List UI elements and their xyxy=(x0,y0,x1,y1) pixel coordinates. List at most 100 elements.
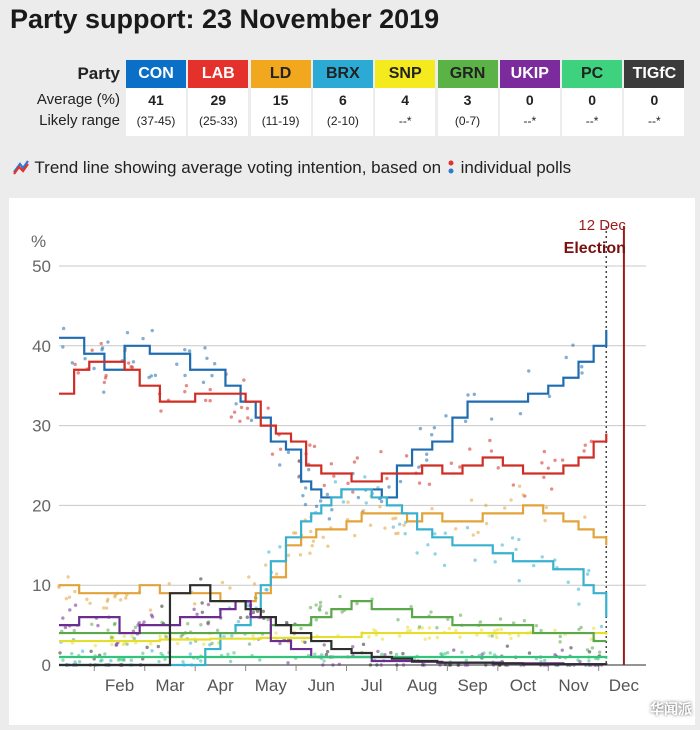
poll-dot-con xyxy=(286,450,291,455)
poll-dot-brx xyxy=(465,525,470,530)
poll-dot-grn xyxy=(247,642,252,646)
poll-dot-con xyxy=(187,349,192,353)
poll-dot-pc xyxy=(141,651,145,656)
poll-dot-brx xyxy=(73,660,77,664)
poll-dot-lab xyxy=(208,399,212,403)
poll-dot-brx xyxy=(188,641,193,645)
poll-dot-brx xyxy=(415,551,419,555)
row-label-range: Likely range xyxy=(39,112,120,129)
poll-dot-lab xyxy=(496,466,500,470)
poll-dot-ukip xyxy=(142,620,146,624)
poll-dot-ukip xyxy=(383,652,387,657)
x-tick-label: Jun xyxy=(308,676,335,695)
poll-dot-grn xyxy=(458,613,463,617)
poll-dot-brx xyxy=(500,543,504,547)
poll-dot-pc xyxy=(163,657,167,661)
poll-dot-ld xyxy=(583,515,587,519)
party-column-bg xyxy=(126,88,186,136)
poll-dot-snp xyxy=(158,634,162,639)
poll-dot-tigfc xyxy=(261,609,266,614)
poll-dot-con xyxy=(210,373,214,378)
poll-dot-brx xyxy=(109,659,113,663)
poll-dot-ld xyxy=(286,553,291,558)
poll-dot-pc xyxy=(394,652,399,657)
poll-dot-tigfc xyxy=(527,651,532,655)
party-badge-ld: LD xyxy=(250,60,311,88)
poll-dot-grn xyxy=(299,626,303,631)
poll-dot-tigfc xyxy=(303,640,307,644)
y-tick-label: 20 xyxy=(32,496,51,515)
trend-note-text2: individual polls xyxy=(460,158,572,177)
poll-dot-grn xyxy=(106,628,110,632)
poll-dot-ukip xyxy=(73,603,78,607)
party-badge-lab: LAB xyxy=(188,60,249,88)
poll-dot-grn xyxy=(318,608,322,612)
poll-dot-snp xyxy=(397,634,402,638)
poll-dot-brx xyxy=(433,552,437,556)
poll-dot-lab xyxy=(73,362,77,367)
poll-dot-tigfc xyxy=(199,577,203,581)
poll-dot-con xyxy=(83,356,87,361)
poll-dot-pc xyxy=(118,657,122,661)
party-column-bg xyxy=(499,88,560,136)
poll-dot-snp xyxy=(479,628,484,632)
poll-dot-con xyxy=(212,362,217,366)
poll-dot-ld xyxy=(148,608,153,612)
poll-dot-con xyxy=(518,411,523,416)
poll-dot-ld xyxy=(247,575,251,579)
poll-dot-ukip xyxy=(452,648,456,652)
poll-dot-ukip xyxy=(463,663,468,667)
poll-dot-tigfc xyxy=(389,651,393,655)
y-tick-label: 30 xyxy=(32,417,51,436)
poll-dot-lab xyxy=(232,410,237,414)
election-label: Election xyxy=(564,240,626,257)
y-axis-label: % xyxy=(31,232,46,251)
poll-dot-grn xyxy=(318,604,323,608)
poll-dot-snp xyxy=(406,625,410,630)
poll-dot-con xyxy=(444,414,448,418)
poll-dot-con xyxy=(425,458,429,462)
poll-dot-lab xyxy=(76,371,80,375)
poll-dot-snp xyxy=(492,629,497,633)
poll-dot-brx xyxy=(341,500,346,504)
poll-dot-pc xyxy=(439,652,443,656)
poll-dot-grn xyxy=(579,625,583,630)
poll-dot-lab xyxy=(270,452,275,456)
party-range-ukip: --* xyxy=(523,114,537,128)
poll-dot-lab xyxy=(351,490,355,494)
poll-dot-brx xyxy=(426,543,430,547)
poll-dot-tigfc xyxy=(361,642,366,647)
poll-dot-snp xyxy=(553,628,557,633)
poll-dot-tigfc xyxy=(325,649,330,654)
poll-dot-ukip xyxy=(401,663,406,667)
poll-dot-snp xyxy=(427,626,432,630)
poll-dot-tigfc xyxy=(401,651,405,656)
poll-dot-lab xyxy=(379,449,383,454)
poll-dot-tigfc xyxy=(200,610,205,614)
poll-dot-grn xyxy=(409,605,413,609)
poll-dot-snp xyxy=(427,636,432,640)
poll-dot-lab xyxy=(511,483,516,487)
trend-line-icon xyxy=(13,160,29,175)
poll-dot-snp xyxy=(380,637,385,641)
poll-dot-lab xyxy=(488,438,492,443)
poll-dot-brx xyxy=(364,501,368,505)
poll-dot-grn xyxy=(558,640,562,644)
poll-dot-grn xyxy=(215,628,220,633)
poll-dot-lab xyxy=(560,458,565,462)
poll-dot-tigfc xyxy=(284,620,289,625)
poll-dot-grn xyxy=(133,625,138,630)
poll-dot-ld xyxy=(311,539,316,543)
row-label-party: Party xyxy=(77,64,120,83)
poll-dot-brx xyxy=(517,537,521,542)
poll-dot-ld xyxy=(503,506,507,510)
poll-dot-grn xyxy=(164,635,168,639)
poll-dot-con xyxy=(303,502,308,507)
poll-dot-lab xyxy=(312,444,317,449)
trend-line-con xyxy=(59,329,608,499)
y-tick-label: 10 xyxy=(32,576,51,595)
poll-dot-lab xyxy=(329,462,334,466)
poll-dot-brx xyxy=(222,634,226,639)
poll-dot-lab xyxy=(489,449,494,453)
party-average-grn: 3 xyxy=(463,92,472,108)
